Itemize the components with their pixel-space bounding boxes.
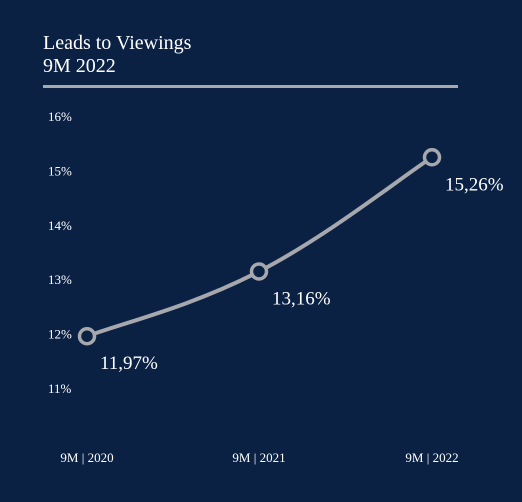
y-tick-label: 12% [48, 327, 72, 342]
y-tick-label: 15% [48, 163, 72, 178]
y-tick-label: 14% [48, 218, 72, 233]
y-tick-label: 16% [48, 109, 72, 124]
x-tick-label: 9M | 2021 [232, 450, 285, 465]
x-axis-ticks: 9M | 2020 9M | 2021 9M | 2022 [60, 450, 458, 465]
data-point-marker [249, 262, 269, 281]
data-label: 11,97% [100, 353, 158, 374]
x-tick-label: 9M | 2020 [60, 450, 113, 465]
series-line [85, 155, 434, 339]
data-point-marker [77, 326, 97, 346]
chart-title-block: Leads to Viewings 9M 2022 [43, 32, 191, 78]
data-labels: 11,97% 13,16% 15,26% [100, 174, 504, 374]
data-markers [77, 148, 442, 346]
chart-title: Leads to Viewings [43, 32, 192, 54]
y-tick-label: 13% [48, 272, 72, 287]
data-label: 15,26% [445, 174, 504, 195]
data-point-marker [422, 148, 442, 167]
y-tick-label: 11% [48, 381, 72, 396]
chart-subtitle: 9M 2022 [43, 55, 116, 77]
y-axis-ticks: 11% 12% 13% 14% 15% 16% [48, 109, 72, 396]
title-divider [43, 85, 458, 88]
data-label: 13,16% [272, 288, 331, 309]
x-tick-label: 9M | 2022 [405, 450, 458, 465]
